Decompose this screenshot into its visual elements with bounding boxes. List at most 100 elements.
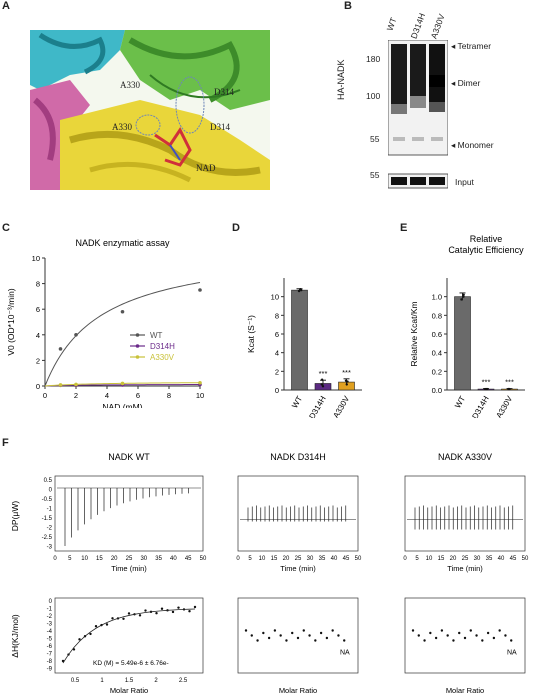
itc-dh-point (470, 629, 472, 631)
chart-e-xtick-a330v: A330V (494, 394, 514, 418)
itc-time-tick: 50 (200, 556, 207, 562)
protein-structure-image (30, 30, 270, 190)
chart-c-xtick-label: 2 (74, 391, 78, 400)
chart-c-fit-wt (45, 282, 200, 386)
itc-time-tick: 35 (155, 556, 162, 562)
chart-c-ytick-label: 0 (36, 382, 40, 391)
itc-dh-point (498, 629, 500, 631)
band-monomer-label: Monomer (458, 140, 494, 150)
itc-dh-point (194, 606, 196, 608)
itc-dh-point (245, 629, 247, 631)
itc-dh-point (337, 634, 339, 636)
chart-e-title2: Catalytic Efficiency (448, 245, 524, 255)
itc-dh-frame-2 (405, 598, 525, 673)
itc-dp-tick: 0.5 (44, 478, 53, 484)
input-label: Input (455, 177, 474, 187)
itc-dh-point (274, 629, 276, 631)
chart-d-star-d314h: *** (319, 369, 328, 378)
label-d314-top: D314 (214, 87, 234, 97)
chart-c-legend-marker (136, 333, 140, 337)
chart-c-ytick-label: 4 (36, 331, 40, 340)
itc-time-tick: 0 (236, 556, 240, 562)
chart-e-ylabel: Relative Kcat/Km (409, 301, 419, 366)
chart-e-ytick-label: 0.0 (432, 386, 442, 395)
chart-c-xtick-label: 8 (167, 391, 171, 400)
itc-time-tick: 15 (271, 556, 278, 562)
itc-molar-label-0: Molar Ratio (110, 686, 148, 695)
chart-d-bar-wt (292, 290, 308, 390)
itc-dh-point (268, 637, 270, 639)
itc-dh-point (144, 609, 146, 611)
itc-dh-point (441, 629, 443, 631)
itc-time-tick: 20 (283, 556, 290, 562)
itc-fit-curve (63, 609, 195, 663)
itc-dh-point (256, 639, 258, 641)
itc-time-tick: 20 (111, 556, 118, 562)
chart-c-legend-d314h: D314H (150, 342, 175, 351)
itc-molar-tick: 2.5 (179, 678, 188, 684)
chart-d-xtick-d314h: D314H (307, 394, 327, 418)
itc-dh-point (423, 639, 425, 641)
chart-c-ytick-label: 6 (36, 305, 40, 314)
band-dimer: ◂ Dimer (451, 78, 480, 89)
itc-dh-point (111, 617, 113, 619)
lane-label-d314h: D314H (409, 12, 427, 40)
itc-dp-frame-2 (405, 476, 525, 551)
itc-dp-tick: 0 (49, 488, 53, 494)
itc-dh-point (429, 632, 431, 634)
itc-dh-point (487, 632, 489, 634)
itc-na-2: NA (507, 649, 517, 656)
itc-dh-tick: -1 (47, 607, 53, 613)
chart-e-title1: Relative (470, 234, 503, 244)
band-dimer-label: Dimer (458, 78, 481, 88)
chart-e-ytick-label: 0.6 (432, 330, 442, 339)
itc-dp-tick: -2 (47, 526, 53, 532)
label-d314-bottom: D314 (210, 122, 230, 132)
itc-dh-point (446, 634, 448, 636)
marker-100: 100 (366, 91, 380, 101)
chart-e-xtick-wt: WT (453, 394, 467, 409)
itc-time-tick: 50 (355, 556, 362, 562)
chart-d-star-a330v: *** (342, 368, 351, 377)
band-monomer: ◂ Monomer (451, 140, 494, 151)
marker-55: 55 (370, 134, 379, 144)
chart-c-point-a330v (198, 381, 202, 385)
itc-dh-point (251, 634, 253, 636)
itc-dp-frame-1 (238, 476, 358, 551)
itc-molar-tick: 1.5 (125, 678, 134, 684)
itc-time-tick: 10 (426, 556, 433, 562)
itc-time-tick: 30 (307, 556, 314, 562)
itc-time-label-1: Time (min) (280, 564, 316, 573)
itc-time-tick: 40 (170, 556, 177, 562)
chart-c-point-wt (59, 347, 63, 351)
chart-e-ytick-label: 0.2 (432, 367, 442, 376)
itc-dh-point (106, 623, 108, 625)
itc-dh-tick: -4 (47, 629, 53, 635)
itc-dh-point (95, 625, 97, 627)
catalytic-efficiency-chart: RelativeCatalytic Efficiency0.00.20.40.6… (395, 228, 553, 418)
itc-dp-tick: -0.5 (42, 497, 53, 503)
chart-e-star-d314h: *** (482, 378, 491, 387)
itc-time-tick: 45 (343, 556, 350, 562)
itc-dh-point (464, 637, 466, 639)
chart-d-xtick-wt: WT (290, 394, 304, 409)
chart-d-dot (346, 383, 348, 385)
chart-c-legend-a330v: A330V (150, 353, 175, 362)
itc-dh-point (303, 629, 305, 631)
itc-dp-tick: -1.5 (42, 516, 53, 522)
itc-dh-point (418, 634, 420, 636)
chart-c-legend-wt: WT (150, 331, 163, 340)
itc-dh-point (326, 637, 328, 639)
itc-dh-point (279, 634, 281, 636)
chart-c-legend-marker (136, 355, 140, 359)
itc-title-0: NADK WT (108, 452, 150, 462)
chart-e-dot (460, 298, 462, 300)
itc-dh-point (122, 618, 124, 620)
marker-180: 180 (366, 54, 380, 64)
itc-time-tick: 40 (331, 556, 338, 562)
itc-time-tick: 35 (319, 556, 326, 562)
chart-d-ytick-label: 6 (275, 330, 279, 339)
itc-dh-point (412, 629, 414, 631)
itc-time-tick: 15 (438, 556, 445, 562)
itc-dh-point (435, 637, 437, 639)
